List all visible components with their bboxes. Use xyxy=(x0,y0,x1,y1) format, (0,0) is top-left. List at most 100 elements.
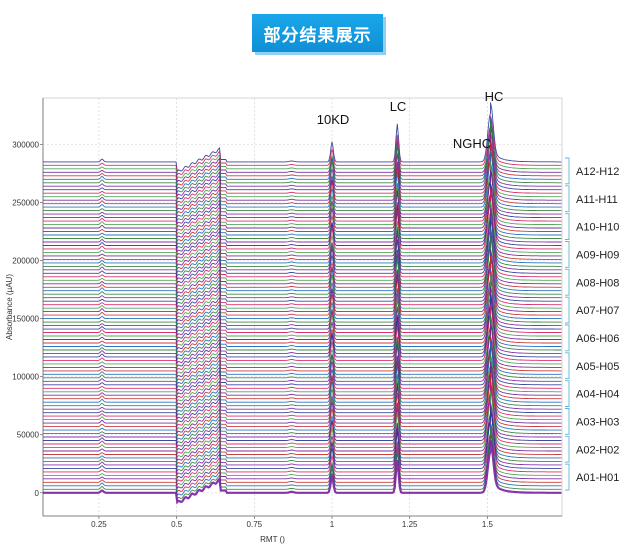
legend-group-bracket xyxy=(565,380,570,407)
trace-line-74 xyxy=(43,193,562,249)
trace-line-9 xyxy=(43,402,562,476)
legend-group-bracket xyxy=(565,268,570,296)
trace-line-75 xyxy=(43,192,562,246)
y-tick-label: 200000 xyxy=(12,257,39,266)
legend-group-label: A11-H11 xyxy=(576,194,618,206)
trace-line-33 xyxy=(43,323,562,392)
trace-line-41 xyxy=(43,293,562,364)
legend-group-label: A03-H03 xyxy=(576,416,619,428)
trace-line-16 xyxy=(43,381,562,451)
trace-line-67 xyxy=(43,210,562,274)
trace-line-85 xyxy=(43,140,562,211)
legend-group-label: A04-H04 xyxy=(576,389,619,401)
trace-line-23 xyxy=(43,363,562,427)
trace-line-26 xyxy=(43,354,562,417)
trace-line-29 xyxy=(43,340,562,406)
peak-annotation: 10KD xyxy=(317,112,350,127)
trace-line-90 xyxy=(43,121,562,194)
trace-line-3 xyxy=(43,424,562,497)
trace-line-58 xyxy=(43,237,562,305)
trace-line-51 xyxy=(43,268,562,330)
trace-line-13 xyxy=(43,404,562,462)
y-tick-label: 50000 xyxy=(17,431,40,440)
trace-line-10 xyxy=(43,404,562,472)
trace-line-72 xyxy=(43,183,562,256)
trace-line-37 xyxy=(43,325,562,378)
trace-line-61 xyxy=(43,234,562,295)
trace-line-2 xyxy=(43,428,562,500)
legend-group-label: A07-H07 xyxy=(576,305,619,317)
trace-line-44 xyxy=(43,299,562,354)
trace-line-22 xyxy=(43,358,562,431)
trace-line-94 xyxy=(43,126,562,180)
legend-group-label: A10-H10 xyxy=(576,222,619,234)
legend-group-bracket xyxy=(565,324,570,352)
trace-line-56 xyxy=(43,259,562,312)
legend-group-label: A01-H01 xyxy=(576,472,619,484)
y-tick-label: 250000 xyxy=(12,199,39,208)
trace-line-78 xyxy=(43,161,562,235)
legend-group-label: A06-H06 xyxy=(576,333,619,345)
trace-line-18 xyxy=(43,391,562,444)
trace-line-54 xyxy=(43,251,562,319)
x-tick-label: 0.75 xyxy=(247,520,263,529)
trace-line-84 xyxy=(43,141,562,215)
trace-line-21 xyxy=(43,361,562,434)
trace-line-15 xyxy=(43,381,562,455)
trace-line-7 xyxy=(43,422,562,483)
legend-group-bracket xyxy=(565,463,570,491)
trace-line-60 xyxy=(43,228,562,298)
legend-group-label: A05-H05 xyxy=(576,361,619,373)
trace-line-93 xyxy=(43,128,562,183)
legend-group-label: A09-H09 xyxy=(576,249,619,261)
trace-line-36 xyxy=(43,322,562,382)
trace-line-11 xyxy=(43,411,562,469)
trace-line-1 xyxy=(43,440,562,505)
trace-line-43 xyxy=(43,303,562,357)
trace-line-47 xyxy=(43,270,562,343)
trace-line-24 xyxy=(43,369,562,424)
trace-line-82 xyxy=(43,164,562,222)
legend-group-bracket xyxy=(565,408,570,435)
legend-group-bracket xyxy=(565,435,570,463)
trace-line-40 xyxy=(43,294,562,368)
x-tick-label: 1 xyxy=(330,520,335,529)
trace-line-38 xyxy=(43,318,562,375)
trace-line-76 xyxy=(43,183,562,242)
y-tick-label: 150000 xyxy=(12,315,39,324)
trace-line-66 xyxy=(43,205,562,277)
trace-line-31 xyxy=(43,346,562,399)
trace-line-50 xyxy=(43,279,562,333)
trace-line-91 xyxy=(43,117,562,190)
trace-line-95 xyxy=(43,115,562,176)
trace-line-32 xyxy=(43,336,562,396)
trace-line-4 xyxy=(43,428,562,493)
trace-line-45 xyxy=(43,286,562,350)
legend-group-bracket xyxy=(565,185,570,213)
trace-line-14 xyxy=(43,390,562,458)
trace-line-52 xyxy=(43,255,562,326)
trace-line-53 xyxy=(43,249,562,323)
section-title: 部分结果展示 xyxy=(263,25,372,46)
trace-line-19 xyxy=(43,385,562,441)
legend-group-bracket xyxy=(565,296,570,324)
peak-annotation: HC xyxy=(485,89,504,104)
trace-line-89 xyxy=(43,133,562,197)
trace-line-25 xyxy=(43,366,562,420)
trace-line-8 xyxy=(43,409,562,479)
trace-line-68 xyxy=(43,215,562,270)
y-axis-title: Absorbance (µAU) xyxy=(5,274,14,340)
legend-group-bracket xyxy=(565,352,570,380)
trace-line-80 xyxy=(43,169,562,229)
trace-line-71 xyxy=(43,188,562,260)
trace-line-39 xyxy=(43,305,562,371)
trace-line-17 xyxy=(43,387,562,448)
trace-line-42 xyxy=(43,299,562,361)
trace-line-35 xyxy=(43,316,562,385)
trace-line-63 xyxy=(43,232,562,288)
trace-line-96 xyxy=(43,102,562,173)
trace-line-73 xyxy=(43,187,562,253)
trace-line-12 xyxy=(43,412,562,465)
trace-line-5 xyxy=(43,434,562,490)
